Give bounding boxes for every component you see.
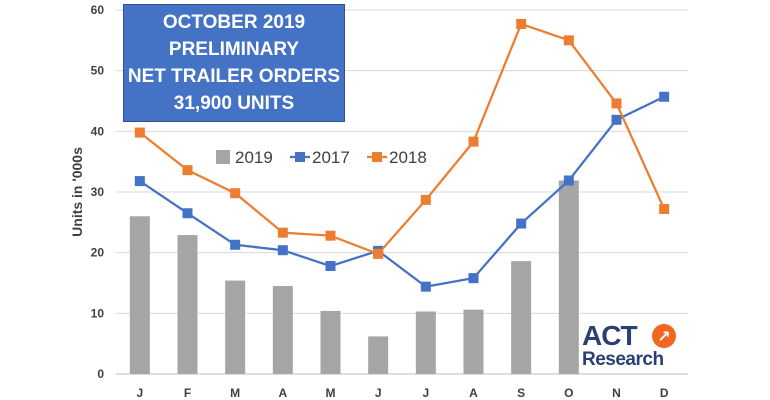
arrow-up-right-icon: ↗ (652, 324, 676, 348)
legend-label-2018: 2018 (389, 148, 427, 167)
x-tick-label: M (326, 386, 336, 400)
x-tick-label: N (612, 386, 621, 400)
bar-2019 (320, 310, 341, 374)
title-line-4: 31,900 UNITS (173, 93, 295, 114)
y-axis-ticks: 0 10 20 30 40 50 60 (91, 3, 105, 381)
bar-2019 (463, 309, 484, 374)
legend-swatch-2019 (216, 150, 230, 164)
y-tick-label: 10 (91, 306, 105, 320)
point-2017 (516, 218, 527, 229)
point-2017 (134, 176, 145, 187)
y-tick-label: 50 (91, 64, 105, 78)
line-2017 (139, 95, 665, 288)
point-2017 (277, 245, 288, 256)
bar-2019 (368, 336, 389, 374)
bar-2019 (177, 235, 198, 374)
y-tick-label: 20 (91, 246, 105, 260)
bar-2019 (558, 180, 579, 374)
point-2018 (468, 136, 479, 147)
point-2017 (182, 208, 193, 219)
point-2018 (420, 194, 431, 205)
point-2018 (182, 165, 193, 176)
bar-2019 (272, 286, 293, 374)
logo-act-text: ACT (582, 320, 638, 351)
point-2018 (516, 18, 527, 29)
x-tick-label: S (517, 386, 525, 400)
title-box: OCTOBER 2019 PRELIMINARY NET TRAILER ORD… (123, 4, 345, 122)
point-2018 (277, 227, 288, 238)
x-tick-label: J (375, 386, 382, 400)
title-line-3: NET TRAILER ORDERS (127, 66, 341, 87)
x-tick-label: M (230, 386, 240, 400)
legend-label-2019: 2019 (235, 148, 273, 167)
point-2017 (420, 281, 431, 292)
y-tick-label: 60 (91, 3, 105, 17)
legend: 2019 2017 2018 (216, 148, 427, 167)
x-tick-label: O (564, 386, 573, 400)
point-2017 (563, 175, 574, 186)
logo-research-text: Research (582, 349, 664, 370)
line-2018 (139, 22, 666, 256)
bar-2019 (415, 311, 436, 374)
point-2017 (468, 273, 479, 284)
y-axis-label: Units in '000s (69, 147, 85, 237)
bar-2019 (511, 261, 532, 374)
point-2018 (563, 35, 574, 46)
bar-2019 (225, 280, 246, 374)
series-lines (134, 18, 670, 292)
point-2018 (611, 98, 622, 109)
point-2018 (134, 127, 145, 138)
bar-2019 (129, 216, 150, 374)
bars-2019 (129, 180, 579, 374)
point-2017 (230, 239, 241, 250)
y-tick-label: 40 (91, 124, 105, 138)
x-tick-label: A (278, 386, 287, 400)
x-tick-label: D (660, 386, 669, 400)
title-line-1: OCTOBER 2019 (162, 12, 306, 33)
point-2018 (325, 230, 336, 241)
x-tick-label: A (469, 386, 478, 400)
x-tick-label: F (184, 386, 191, 400)
title-line-2: PRELIMINARY (168, 39, 300, 60)
act-research-logo: ACT ↗ Research (582, 320, 687, 372)
point-2017 (611, 114, 622, 125)
y-tick-label: 0 (97, 367, 104, 381)
point-2017 (325, 261, 336, 272)
legend-marker-2017 (295, 152, 305, 162)
point-2017 (659, 91, 670, 102)
point-2018 (659, 203, 670, 214)
x-tick-label: J (422, 386, 429, 400)
x-tick-label: J (136, 386, 143, 400)
legend-marker-2018 (372, 152, 382, 162)
point-2018 (230, 188, 241, 199)
y-tick-label: 30 (91, 185, 105, 199)
legend-label-2017: 2017 (312, 148, 350, 167)
point-2018 (373, 248, 384, 259)
